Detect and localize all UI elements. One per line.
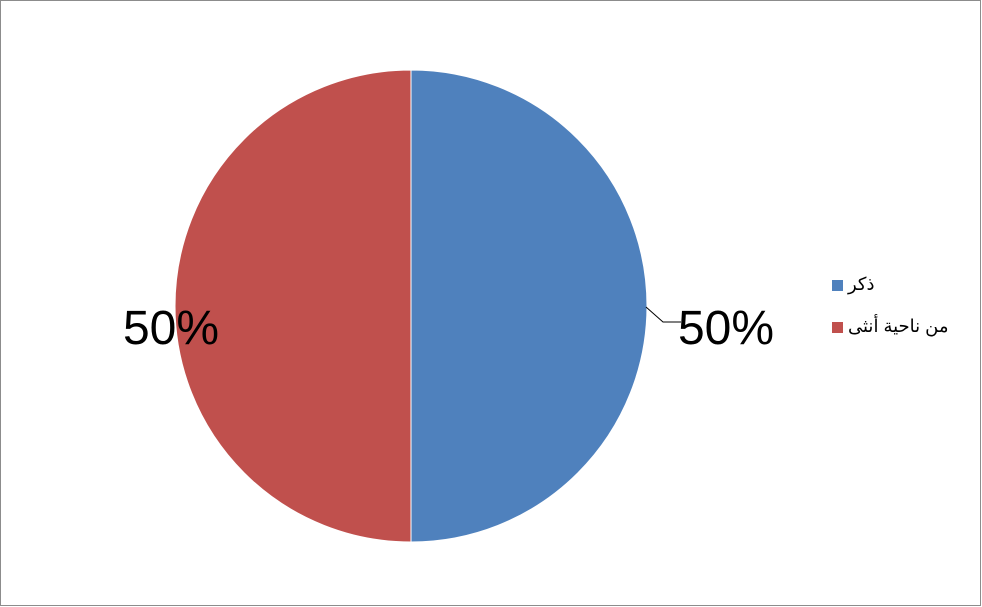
pie-slice-1 bbox=[174, 69, 412, 543]
legend-label-0: ذكر bbox=[847, 274, 875, 295]
legend-swatch-0 bbox=[832, 280, 843, 291]
leader-lines bbox=[645, 306, 681, 323]
pie-slice-0 bbox=[410, 69, 648, 543]
legend-swatch-1 bbox=[832, 322, 843, 333]
data-labels: 50% 50% bbox=[123, 302, 774, 355]
leader-line-0 bbox=[645, 306, 681, 323]
data-label-1: 50% bbox=[123, 302, 219, 355]
pie-slices bbox=[174, 69, 648, 543]
legend: ذكر من ناحية أنثى bbox=[832, 274, 949, 337]
legend-label-1: من ناحية أنثى bbox=[848, 314, 949, 337]
data-label-0: 50% bbox=[678, 302, 774, 355]
